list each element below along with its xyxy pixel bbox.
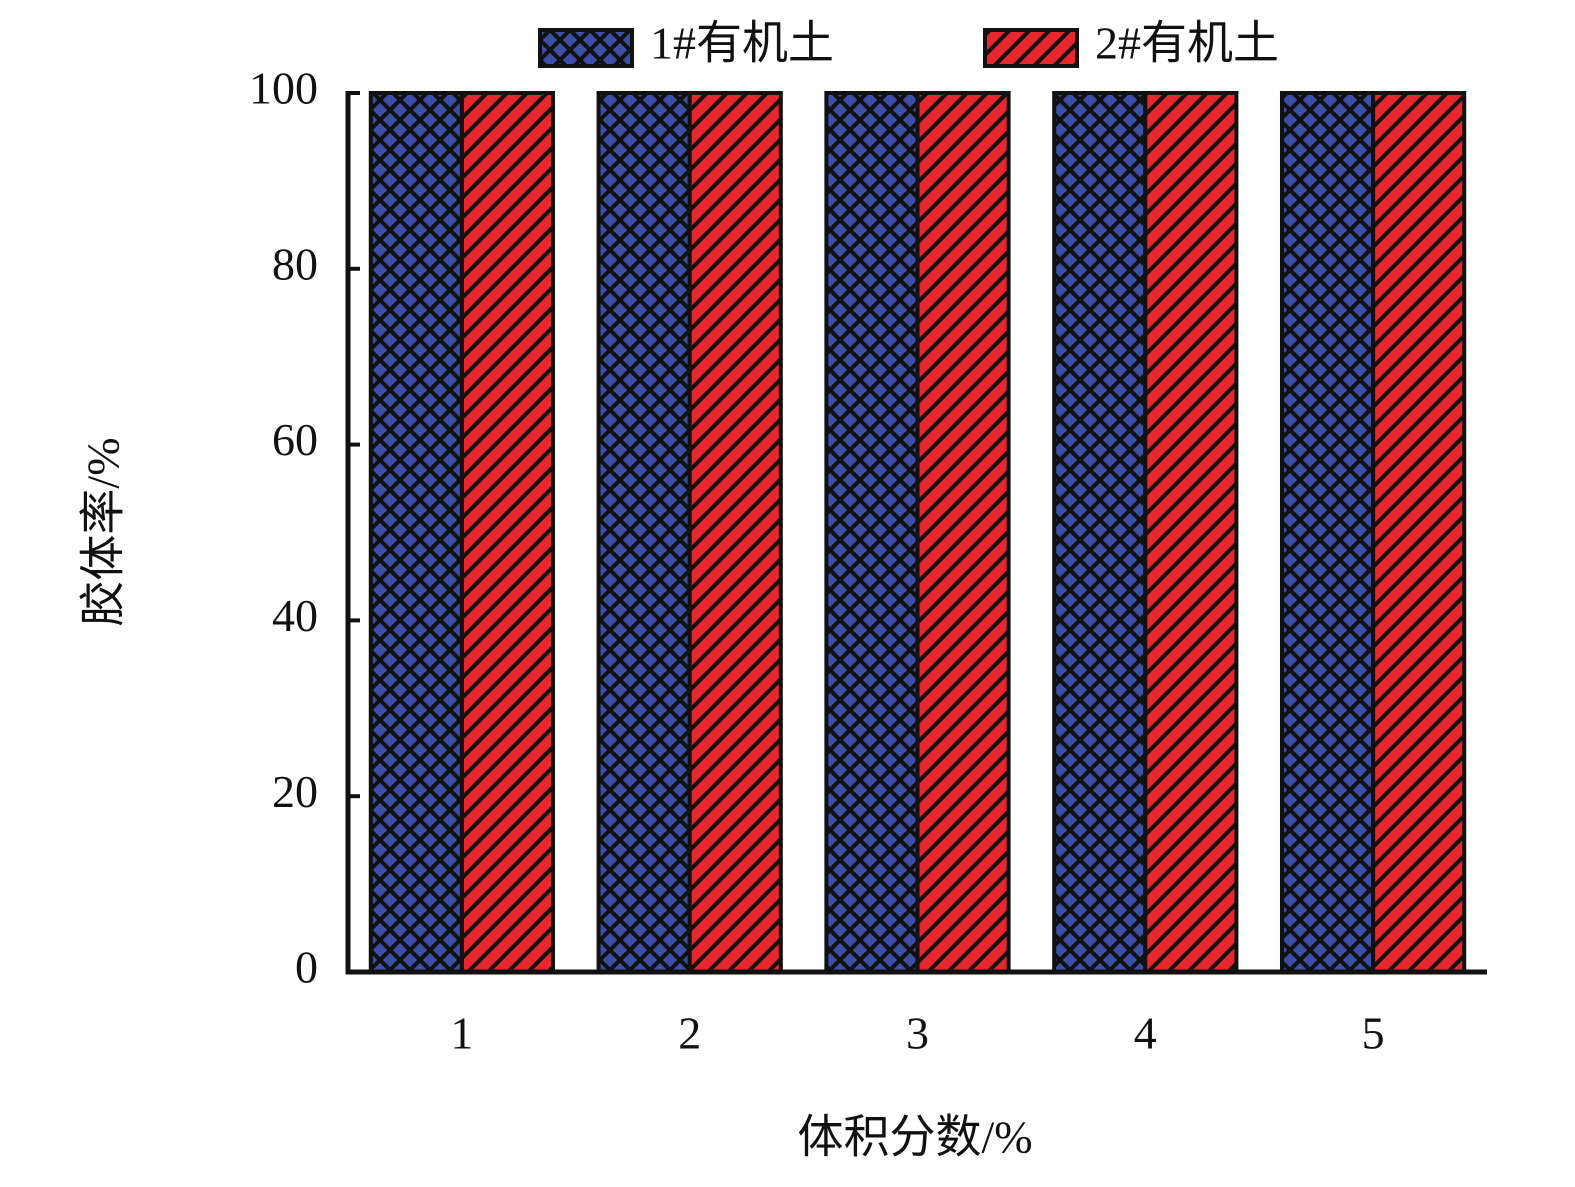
y-tick-label: 0 bbox=[295, 942, 318, 993]
y-tick-label: 40 bbox=[272, 590, 318, 641]
y-tick-label: 80 bbox=[272, 238, 318, 289]
legend-label: 2#有机土 bbox=[1095, 18, 1279, 69]
bar bbox=[1371, 91, 1467, 974]
bar bbox=[459, 91, 556, 974]
bar bbox=[1143, 91, 1239, 974]
legend-swatch bbox=[983, 28, 1079, 68]
y-tick-label: 100 bbox=[249, 63, 318, 114]
bar bbox=[824, 91, 920, 974]
x-tick-label: 3 bbox=[906, 1008, 929, 1059]
y-tick-label: 20 bbox=[272, 766, 318, 817]
bar bbox=[368, 91, 464, 974]
legend-label: 1#有机土 bbox=[650, 18, 834, 69]
bar bbox=[596, 91, 692, 974]
bar bbox=[915, 91, 1011, 974]
bar bbox=[1052, 91, 1148, 974]
y-tick-label: 60 bbox=[272, 414, 318, 465]
x-axis-label: 体积分数/% bbox=[797, 1112, 1032, 1163]
x-tick-label: 1 bbox=[450, 1008, 473, 1059]
legend-swatch bbox=[538, 28, 634, 68]
x-tick-label: 5 bbox=[1362, 1008, 1385, 1059]
bar bbox=[687, 91, 783, 974]
x-tick-label: 4 bbox=[1134, 1008, 1157, 1059]
y-axis-label: 胶体率/% bbox=[78, 437, 129, 626]
x-tick-label: 2 bbox=[678, 1008, 701, 1059]
bar bbox=[1279, 91, 1376, 974]
